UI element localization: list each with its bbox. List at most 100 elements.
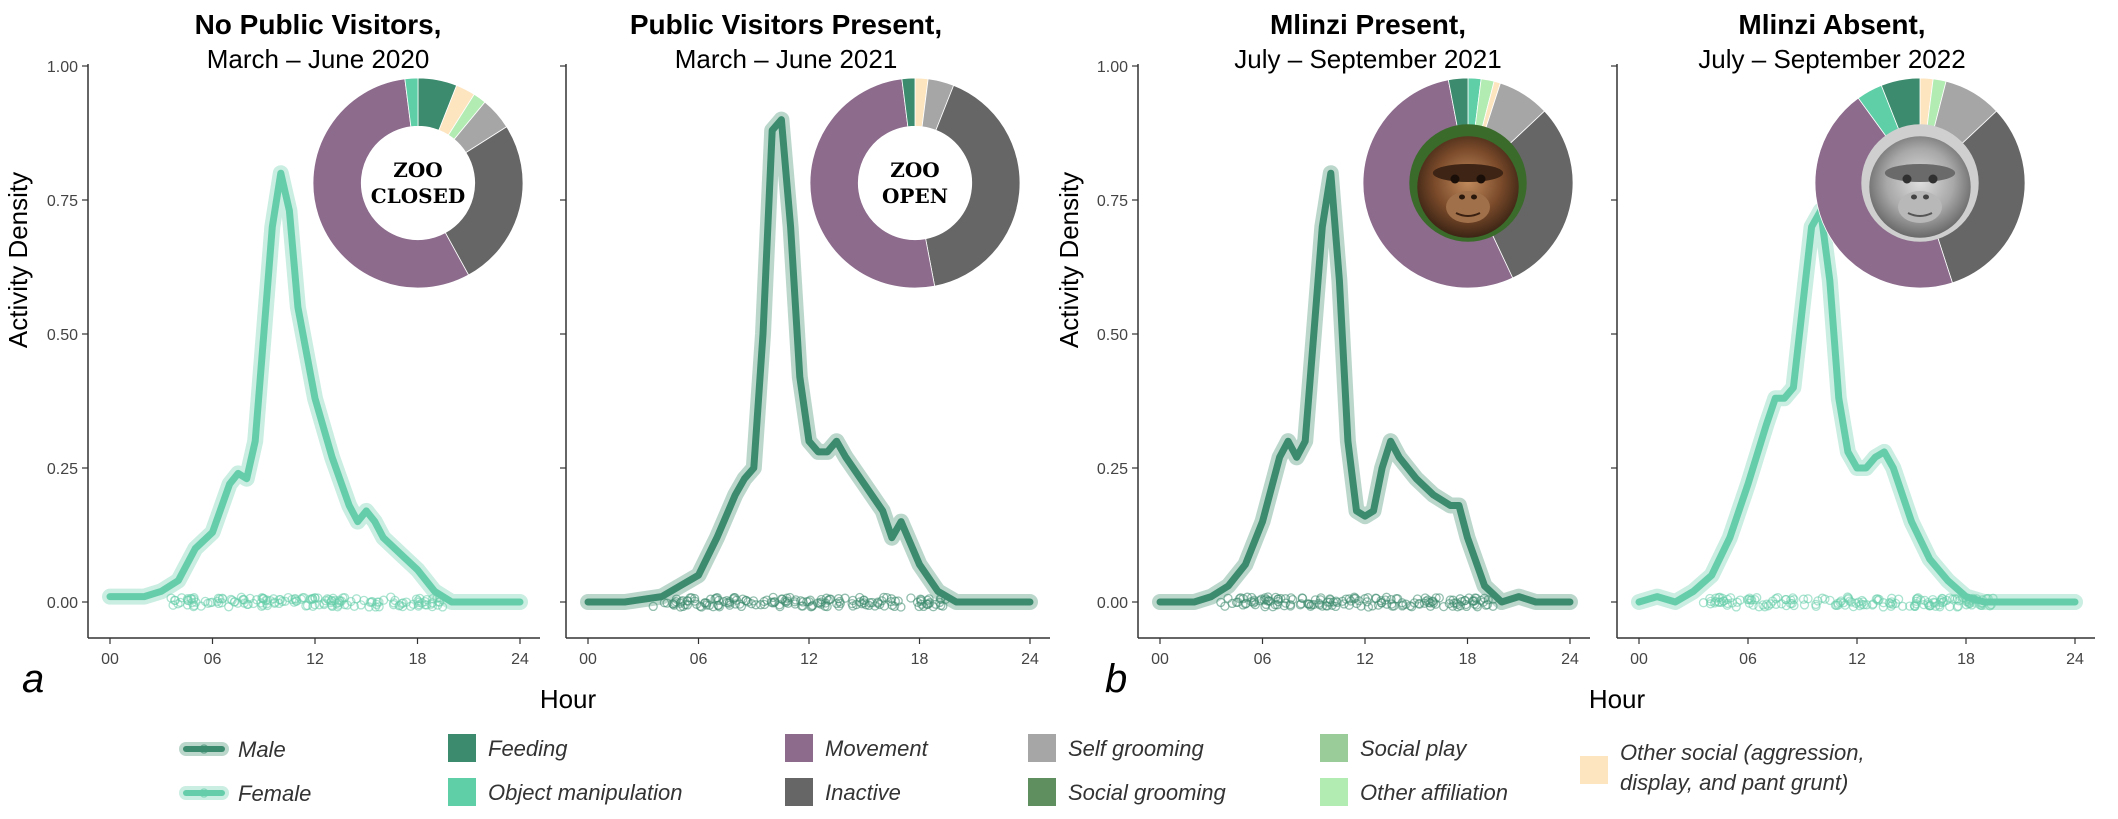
observation-point xyxy=(437,602,448,612)
x-tick-label: 00 xyxy=(1151,651,1169,668)
x-tick-label: 18 xyxy=(911,651,929,668)
observation-point xyxy=(676,597,686,607)
observation-point xyxy=(805,595,815,605)
panel-3: Mlinzi Present, July – September 2021 00 06… xyxy=(1097,9,1590,668)
y-tick-label: 1.00 xyxy=(1097,59,1128,76)
observation-point xyxy=(906,593,916,603)
observation-point xyxy=(1857,595,1867,606)
observation-point xyxy=(307,594,317,605)
panel-subtitle: March – June 2021 xyxy=(675,44,898,74)
x-tick-label: 12 xyxy=(306,651,324,668)
legend-label: Feeding xyxy=(488,736,568,761)
y-tick-label: 0.50 xyxy=(1097,327,1128,344)
observation-point xyxy=(1735,595,1745,605)
legend-label: Social play xyxy=(1360,736,1468,761)
observation-point xyxy=(1891,598,1901,609)
observation-point xyxy=(848,595,858,606)
shared-labels: Activity Density Activity Density Hour H… xyxy=(3,172,1646,714)
observation-point xyxy=(1401,599,1411,609)
observation-point xyxy=(327,600,337,611)
y-tick-label: 0.00 xyxy=(1097,595,1128,612)
observation-point xyxy=(1843,594,1853,604)
observation-point xyxy=(270,598,280,608)
donut-center-label: OPEN xyxy=(882,184,948,208)
observation-point xyxy=(1223,593,1233,603)
legend-swatch xyxy=(1028,778,1056,806)
donut-center xyxy=(361,126,475,240)
observation-point xyxy=(708,602,718,612)
observation-point xyxy=(388,600,399,610)
observation-point xyxy=(217,598,227,608)
observation-point xyxy=(1752,593,1762,603)
chimpanzee-photo xyxy=(1409,124,1527,242)
observation-point xyxy=(415,593,425,604)
panel-title: No Public Visitors, xyxy=(195,9,442,40)
observation-point xyxy=(833,594,844,604)
legend: Male Female Feeding Object manipulation Move… xyxy=(179,734,1865,806)
observation-point xyxy=(1387,599,1397,609)
observation-point xyxy=(1434,593,1444,603)
legend-label: Male xyxy=(238,737,286,762)
observation-point xyxy=(257,601,267,611)
x-tick-label: 12 xyxy=(800,651,818,668)
observation-point xyxy=(374,602,384,612)
density-line xyxy=(1156,169,1574,606)
observation-points xyxy=(166,592,448,612)
observation-point xyxy=(326,595,337,606)
observation-point xyxy=(1811,601,1821,611)
observation-point xyxy=(427,601,437,612)
legend-swatch xyxy=(448,778,476,806)
panel-letter-b: b xyxy=(1105,657,1127,701)
observation-point xyxy=(1461,601,1472,612)
observation-point xyxy=(1425,601,1436,611)
observation-point xyxy=(1868,599,1878,609)
legend-label: Other social (aggression, display, and pa… xyxy=(1620,740,1865,795)
observation-point xyxy=(1909,600,1920,611)
x-tick-label: 18 xyxy=(409,651,427,668)
observation-point xyxy=(1439,601,1449,612)
observation-point xyxy=(1216,597,1226,608)
observation-point xyxy=(1425,598,1435,608)
x-tick-label: 06 xyxy=(690,651,708,668)
observation-point xyxy=(1351,598,1362,609)
x-tick-label: 06 xyxy=(1739,651,1757,668)
observation-point xyxy=(1718,596,1729,606)
observation-point xyxy=(301,601,311,611)
observation-point xyxy=(1750,594,1760,605)
observation-point xyxy=(1833,600,1843,610)
observation-point xyxy=(743,597,753,607)
observation-point xyxy=(689,593,700,604)
observation-point xyxy=(310,599,320,610)
observation-point xyxy=(1349,592,1359,602)
observation-point xyxy=(1754,602,1764,612)
observation-point xyxy=(1451,598,1461,608)
observation-point xyxy=(1389,601,1399,611)
x-tick-label: 24 xyxy=(1021,651,1039,668)
legend-swatch xyxy=(1580,756,1608,784)
x-tick-label: 00 xyxy=(579,651,597,668)
observation-point xyxy=(1763,601,1773,611)
observation-point xyxy=(1295,600,1305,610)
panel-subtitle: July – September 2022 xyxy=(1698,44,1965,74)
observation-point xyxy=(1953,601,1963,611)
legend-item-behavior: Social play xyxy=(1320,734,1468,762)
observation-point xyxy=(365,597,375,607)
observation-point xyxy=(1471,600,1482,610)
observation-point xyxy=(308,594,318,604)
observation-point xyxy=(182,600,193,610)
density-line xyxy=(584,116,1034,606)
legend-item-behavior: Other affiliation xyxy=(1320,778,1508,806)
y-axis-label-a: Activity Density xyxy=(3,172,33,348)
y-tick-label: 0.25 xyxy=(1097,461,1128,478)
observation-point xyxy=(168,600,178,610)
observation-point xyxy=(823,595,833,605)
observation-point xyxy=(1856,599,1867,609)
observation-point xyxy=(804,596,814,607)
observation-point xyxy=(1470,593,1480,603)
observation-point xyxy=(200,596,210,607)
observation-point xyxy=(189,594,199,604)
y-tick-label: 0.75 xyxy=(1097,193,1128,210)
observation-point xyxy=(349,601,359,611)
observation-point xyxy=(1261,594,1271,605)
x-tick-label: 00 xyxy=(1630,651,1648,668)
